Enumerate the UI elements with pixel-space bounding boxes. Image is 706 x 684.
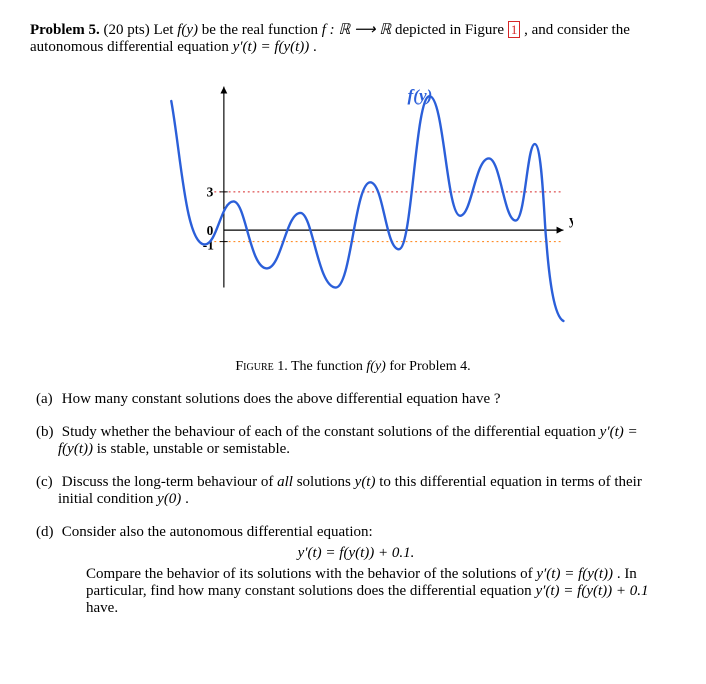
- part-c-all: all: [277, 474, 293, 490]
- figure-caption-text: The function: [291, 359, 366, 374]
- function-plot-svg: 30-1f(y)y: [133, 71, 573, 351]
- part-a: (a) How many constant solutions does the…: [30, 391, 676, 408]
- part-c: (c) Discuss the long-term behaviour of a…: [30, 474, 676, 508]
- part-c-text2: solutions: [297, 474, 355, 490]
- part-a-text: How many constant solutions does the abo…: [62, 391, 501, 407]
- intro-2: be the real function: [202, 22, 322, 38]
- figure-caption-end: for Problem 4.: [389, 359, 470, 374]
- intro-period: .: [313, 39, 317, 55]
- figure-caption-sc: Figure 1.: [235, 359, 287, 374]
- figure-caption: Figure 1. The function f(y) for Problem …: [30, 359, 676, 375]
- part-d-eq-display: y′(t) = f(y(t)) + 0.1.: [298, 545, 415, 561]
- part-c-label: (c): [36, 474, 58, 491]
- part-d-text4: have.: [86, 600, 118, 616]
- part-b-text2: is stable, unstable or semistable.: [97, 441, 290, 457]
- f-map: f : ℝ ⟶ ℝ: [322, 22, 391, 38]
- part-c-text4: .: [185, 491, 189, 507]
- part-d-label: (d): [36, 524, 58, 541]
- part-d-eq3: y′(t) = f(y(t)) + 0.1: [535, 583, 648, 599]
- part-d-text2: Compare the behavior of its solutions wi…: [86, 566, 536, 582]
- part-c-y0: y(0): [157, 491, 181, 507]
- part-a-label: (a): [36, 391, 58, 408]
- svg-text:3: 3: [207, 185, 214, 200]
- problem-points: (20 pts): [103, 22, 149, 38]
- part-d: (d) Consider also the autonomous differe…: [30, 524, 676, 617]
- intro-1: Let: [153, 22, 177, 38]
- part-d-text1: Consider also the autonomous differentia…: [62, 524, 373, 540]
- svg-text:y: y: [569, 212, 573, 227]
- part-d-display-eq: y′(t) = f(y(t)) + 0.1.: [58, 545, 676, 562]
- part-b: (b) Study whether the behaviour of each …: [30, 424, 676, 458]
- part-d-eq2: y′(t) = f(y(t)): [536, 566, 613, 582]
- figure-caption-f: f(y): [366, 359, 385, 374]
- figure-container: 30-1f(y)y Figure 1. The function f(y) fo…: [30, 71, 676, 375]
- part-b-label: (b): [36, 424, 58, 441]
- part-b-text1: Study whether the behaviour of each of t…: [62, 424, 600, 440]
- part-d-continuation: Compare the behavior of its solutions wi…: [58, 566, 676, 617]
- problem-number: Problem 5.: [30, 22, 100, 38]
- part-c-yt: y(t): [355, 474, 376, 490]
- figure-ref-link[interactable]: 1: [508, 21, 521, 38]
- intro-3: depicted in Figure: [395, 22, 508, 38]
- f-of-y: f(y): [177, 22, 198, 38]
- svg-text:f(y): f(y): [408, 86, 433, 105]
- problem-header: Problem 5. (20 pts) Let f(y) be the real…: [30, 20, 676, 56]
- part-c-text1: Discuss the long-term behaviour of: [62, 474, 277, 490]
- ode-eq: y′(t) = f(y(t)): [233, 39, 310, 55]
